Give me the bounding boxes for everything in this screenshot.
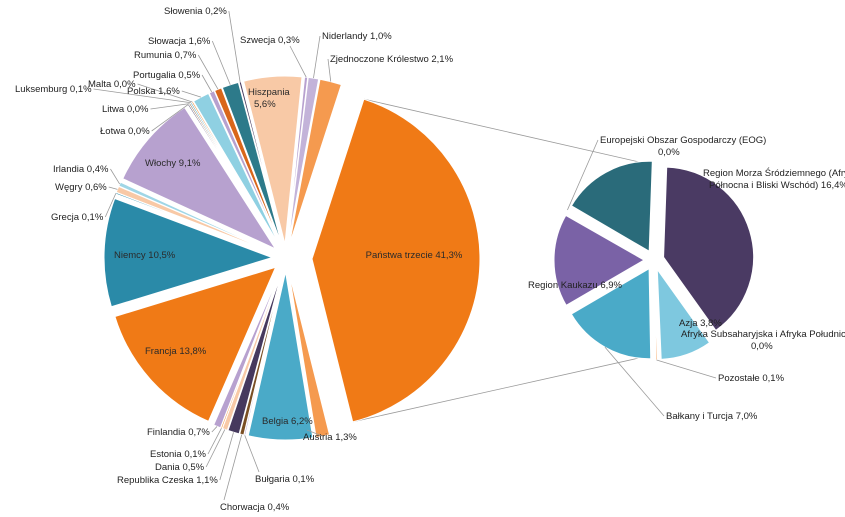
label-bulgaria: Bułgaria 0,1% [255,474,315,485]
leader-bulgaria [244,435,260,473]
sub-label-region-kaukazu: Region Kaukazu 6,9% [528,280,623,291]
leader-litwa [150,103,190,110]
leader-szwecja [289,45,307,78]
sub-label-europejski-obszar-gospodarczy-eog-line2: 0,0% [658,147,680,158]
leader-finlandia [211,426,218,433]
slice-niderlandy [287,76,320,245]
sub-leader-balkany-i-turcja [604,346,665,417]
leader-dania [205,429,226,468]
label-panstwa-trzecie: Państwa trzecie 41,3% [366,250,463,261]
label-finlandia: Finlandia 0,7% [147,427,210,438]
label-dania: Dania 0,5% [155,462,205,473]
label-polska: Polska 1,6% [127,86,180,97]
sub-label-balkany-i-turcja: Bałkany i Turcja 7,0% [666,411,758,422]
label-grecja: Grecja 0,1% [51,212,104,223]
label-estonia: Estonia 0,1% [150,449,207,460]
sub-label-pozostale: Pozostałe 0,1% [718,373,785,384]
leader-polska [181,90,202,98]
connector-lines [352,98,649,423]
leader-irlandia [110,168,121,185]
label-luksemburg: Luksemburg 0,1% [15,84,92,95]
connector-line-bottom [352,355,649,423]
slice-austria [288,271,331,439]
leader-lotwa [151,104,189,132]
slice-niemcy [103,197,274,308]
leader-slowenia [228,10,241,82]
leader-niderlandy [313,35,321,79]
slice-rumunia [213,87,282,246]
leader-portugalia [201,74,213,93]
label-belgia: Belgia 6,2% [262,416,313,427]
leader-rumunia [197,54,219,90]
sub-label-region-morza-srodziemnego-afryka-polnocna-i-bliski-wschod: Region Morza Śródziemnego (Afryka [703,167,845,179]
slice-slowacja [221,81,283,245]
label-wlochy: Włochy 9,1% [145,158,201,169]
sub-label-europejski-obszar-gospodarczy-eog: Europejski Obszar Gospodarczy (EOG) [600,135,766,146]
leader-austria [306,429,324,437]
slice-francja [114,266,277,423]
label-malta: Malta 0,0% [88,79,136,90]
slice-hiszpania [243,75,303,245]
label-portugalia: Portugalia 0,5% [133,70,201,81]
leader-republika-czeska [219,432,234,481]
label-chorwacja: Chorwacja 0,4% [220,502,290,513]
sub-slice-azja [656,267,711,360]
label-austria: Austria 1,3% [303,432,357,443]
label-niderlandy: Niderlandy 1,0% [322,31,392,42]
leader-chorwacja [223,434,243,501]
leader-slowacja [211,40,231,85]
slice-belgia [247,271,314,441]
label-niemcy: Niemcy 10,5% [114,250,176,261]
label-republika-czeska: Republika Czeska 1,1% [117,475,218,486]
sub-slice-balkany-i-turcja [570,267,652,360]
sub-label-afryka-subsaharyjska-i-afryka-poludniowa: Afryka Subsaharyjska i Afryka Południowa [681,329,845,340]
sub-label-azja: Azja 3,8% [679,318,722,329]
sub-slice-rest [570,160,653,253]
label-slowenia: Słowenia 0,2% [164,6,227,17]
label-zjednoczone-krolestwo: Zjednoczone Królestwo 2,1% [330,54,454,65]
main-pie [103,75,481,441]
leader-wegry [108,186,118,190]
connector-line-top [363,98,649,165]
leader-luksemburg [93,88,192,104]
data-labels: Państwa trzecie 41,3% Austria 1,3% Belgia … [15,6,845,513]
sub-leader-pozostale [656,359,717,379]
label-hiszpania: Hiszpania [248,87,290,98]
label-lotwa: Łotwa 0,0% [100,126,150,137]
label-irlandia: Irlandia 0,4% [53,164,109,175]
sub-label-afryka-subsaharyjska-i-afryka-poludniowa-line2: 0,0% [751,341,773,352]
leader-grecja [104,193,117,218]
sub-slice-region-kaukazu [553,214,646,307]
label-szwecja: Szwecja 0,3% [240,35,300,46]
label-rumunia: Rumunia 0,7% [134,50,197,61]
label-francja: Francja 13,8% [145,346,207,357]
sub-leader-europejski-obszar-gospodarczy-eog [567,139,599,211]
slice-panstwa-trzecie [311,98,481,423]
sub-slice-region-morza-srodziemnego-afryka-polnocna-i-bliski-wschod [663,166,755,332]
secondary-pie [553,160,755,361]
leader-zjednoczone-krolestwo [327,58,332,82]
leader-estonia [207,427,222,455]
label-litwa: Litwa 0,0% [102,104,149,115]
leader-malta [137,83,193,103]
label-slowacja: Słowacja 1,6% [148,36,211,47]
label-hiszpania-value: 5,6% [254,99,276,110]
sub-label-region-morza-srodziemnego-afryka-polnocna-i-bliski-wschod-line2: Północna i Bliski Wschód) 16,4% [709,180,845,191]
label-wegry: Węgry 0,6% [55,182,107,193]
